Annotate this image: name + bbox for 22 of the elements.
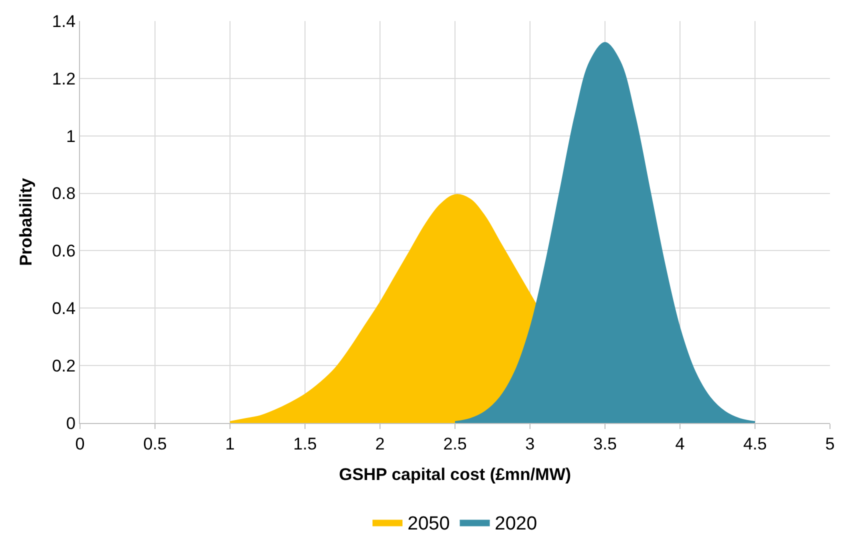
x-tick-label: 4.5	[743, 434, 767, 454]
y-axis-title: Probability	[16, 178, 36, 266]
y-tick-label: 1.2	[52, 69, 76, 88]
y-tick-label: 0.2	[52, 356, 76, 376]
y-tick-label: 0.6	[52, 242, 76, 261]
x-tick-label: 2	[375, 434, 385, 454]
x-tick-label: 3	[525, 434, 535, 454]
y-tick-label: 1.4	[52, 12, 76, 31]
y-tick-label: 1	[66, 126, 76, 146]
x-tick-label: 2.5	[443, 434, 467, 454]
x-tick-label: 4	[675, 434, 685, 454]
y-tick-label: 0.8	[52, 184, 76, 204]
x-tick-label: 3.5	[593, 434, 617, 454]
x-tick-label: 1.5	[293, 434, 317, 454]
x-tick-label: 1	[225, 434, 235, 454]
y-tick-label: 0	[66, 414, 76, 433]
legend-label: 2050	[408, 514, 450, 535]
x-tick-label: 0.5	[143, 434, 167, 454]
y-tick-label: 0.4	[52, 299, 76, 318]
x-axis-title: GSHP capital cost (£mn/MW)	[338, 464, 572, 484]
x-tick-label: 5	[825, 434, 835, 454]
legend-label: 2020	[494, 514, 538, 535]
